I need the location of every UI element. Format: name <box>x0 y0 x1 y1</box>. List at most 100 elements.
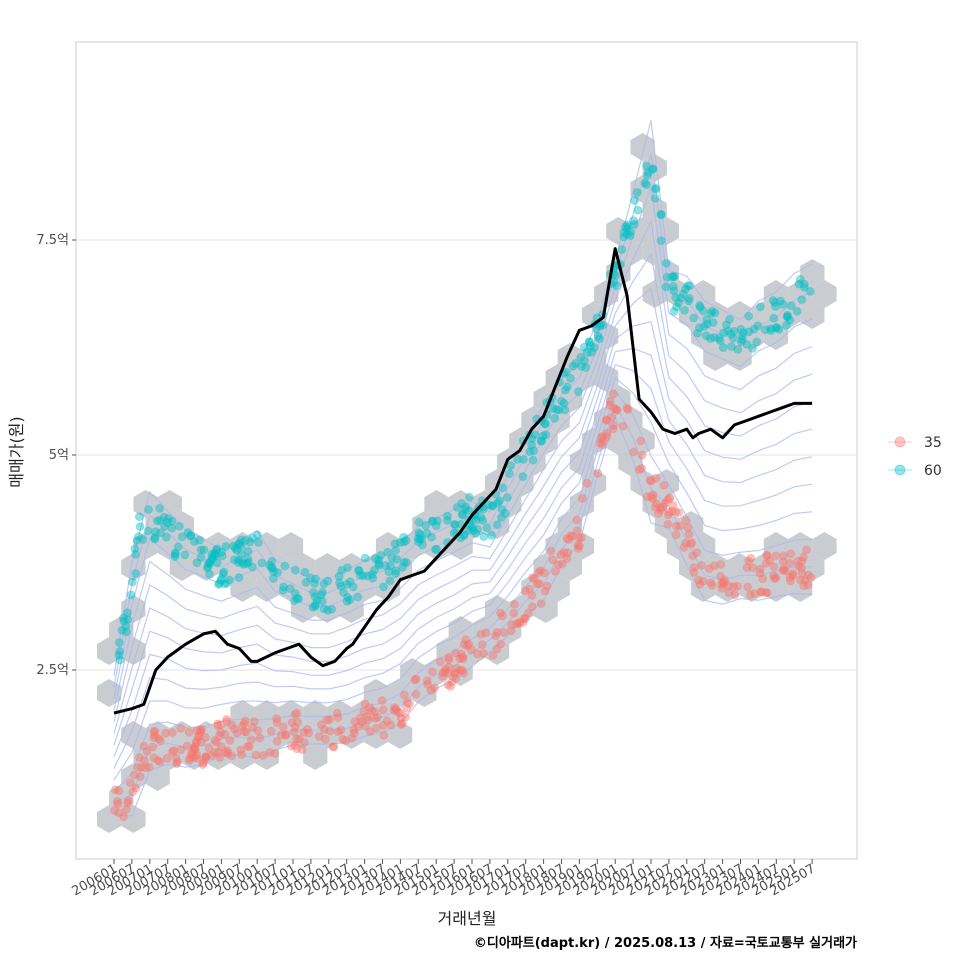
data-point-35 <box>373 712 382 722</box>
data-point-35 <box>365 727 375 736</box>
data-point-60 <box>195 535 204 545</box>
hexbin-cell <box>751 553 776 581</box>
data-point-60 <box>685 281 695 291</box>
data-point-60 <box>233 539 243 549</box>
data-point-35 <box>546 546 556 556</box>
data-point-35 <box>223 746 233 756</box>
data-point-60 <box>306 573 315 583</box>
data-point-35 <box>332 708 342 718</box>
data-point-35 <box>192 750 202 760</box>
hexbin-cell <box>375 574 401 602</box>
data-point-60 <box>401 557 411 567</box>
data-point-35 <box>665 494 675 504</box>
data-point-60 <box>651 185 661 194</box>
data-point-35 <box>333 727 343 737</box>
data-point-35 <box>350 717 360 727</box>
hexbin-cell <box>448 490 473 518</box>
hexbin-cell <box>509 595 534 623</box>
hexbin-cell <box>533 427 558 455</box>
data-point-60 <box>674 298 684 307</box>
data-point-60 <box>243 546 253 556</box>
data-point-60 <box>397 562 407 572</box>
data-point-35 <box>769 571 779 581</box>
data-point-60 <box>167 516 177 526</box>
data-point-35 <box>540 568 549 578</box>
data-point-60 <box>497 505 507 515</box>
data-point-35 <box>286 741 296 751</box>
data-point-35 <box>521 586 531 596</box>
data-point-60 <box>399 532 409 542</box>
data-point-35 <box>216 742 226 752</box>
data-point-35 <box>667 506 677 516</box>
data-point-60 <box>342 596 352 606</box>
hexbin-cell <box>266 721 291 749</box>
hexbin-cell <box>303 742 328 770</box>
hexbin-cell <box>691 574 716 602</box>
data-point-35 <box>243 742 252 751</box>
data-point-60 <box>265 560 275 570</box>
data-point-60 <box>342 579 352 589</box>
data-point-60 <box>427 532 437 542</box>
data-point-35 <box>128 787 138 797</box>
data-point-35 <box>566 531 576 541</box>
data-point-60 <box>619 232 629 242</box>
data-point-60 <box>794 279 804 289</box>
data-point-60 <box>566 373 575 383</box>
data-point-35 <box>357 717 367 727</box>
data-point-35 <box>395 708 405 718</box>
data-point-35 <box>122 804 131 814</box>
hexbin-cell <box>315 595 340 623</box>
data-point-35 <box>642 492 652 502</box>
data-point-60 <box>391 569 401 579</box>
data-point-60 <box>207 549 217 559</box>
hexbin-cell <box>812 532 837 560</box>
data-point-60 <box>668 281 678 291</box>
hexbin-cell <box>388 553 413 581</box>
data-point-60 <box>775 296 785 306</box>
data-point-35 <box>444 653 453 662</box>
data-point-35 <box>520 613 529 623</box>
data-point-60 <box>742 339 752 349</box>
data-point-60 <box>450 520 460 530</box>
data-point-60 <box>781 320 791 330</box>
data-point-35 <box>692 548 702 558</box>
data-point-35 <box>184 755 194 765</box>
data-point-35 <box>220 729 230 739</box>
data-point-60 <box>772 323 781 333</box>
data-point-35 <box>658 502 668 512</box>
hexbin-cell <box>291 721 316 749</box>
data-point-35 <box>426 685 436 695</box>
data-point-60 <box>269 567 279 577</box>
data-point-35 <box>634 465 644 475</box>
data-point-35 <box>148 742 158 752</box>
hexbin-cell <box>157 742 182 770</box>
data-point-60 <box>766 324 776 334</box>
data-point-60 <box>769 313 779 323</box>
data-point-35 <box>247 722 257 732</box>
data-point-60 <box>343 563 352 573</box>
data-point-35 <box>596 433 606 443</box>
data-point-60 <box>273 568 283 577</box>
hexbin-cell <box>485 637 510 665</box>
data-point-35 <box>629 447 639 457</box>
data-point-60 <box>236 541 246 551</box>
data-point-35 <box>716 559 726 569</box>
data-point-35 <box>492 644 502 654</box>
data-point-35 <box>793 556 802 566</box>
data-point-35 <box>756 587 766 597</box>
data-point-35 <box>716 579 726 589</box>
data-point-35 <box>299 727 309 737</box>
hexbin-cell <box>569 532 595 560</box>
data-point-35 <box>196 727 205 737</box>
data-point-35 <box>382 716 392 726</box>
data-point-35 <box>270 749 280 759</box>
hexbin-cell <box>800 259 825 287</box>
hexbin-cell <box>703 343 728 371</box>
data-point-60 <box>528 455 538 465</box>
data-point-60 <box>319 604 329 614</box>
data-point-60 <box>576 361 586 371</box>
data-point-35 <box>272 736 282 746</box>
data-point-60 <box>656 209 666 219</box>
data-point-35 <box>651 473 661 483</box>
data-point-60 <box>459 531 469 541</box>
